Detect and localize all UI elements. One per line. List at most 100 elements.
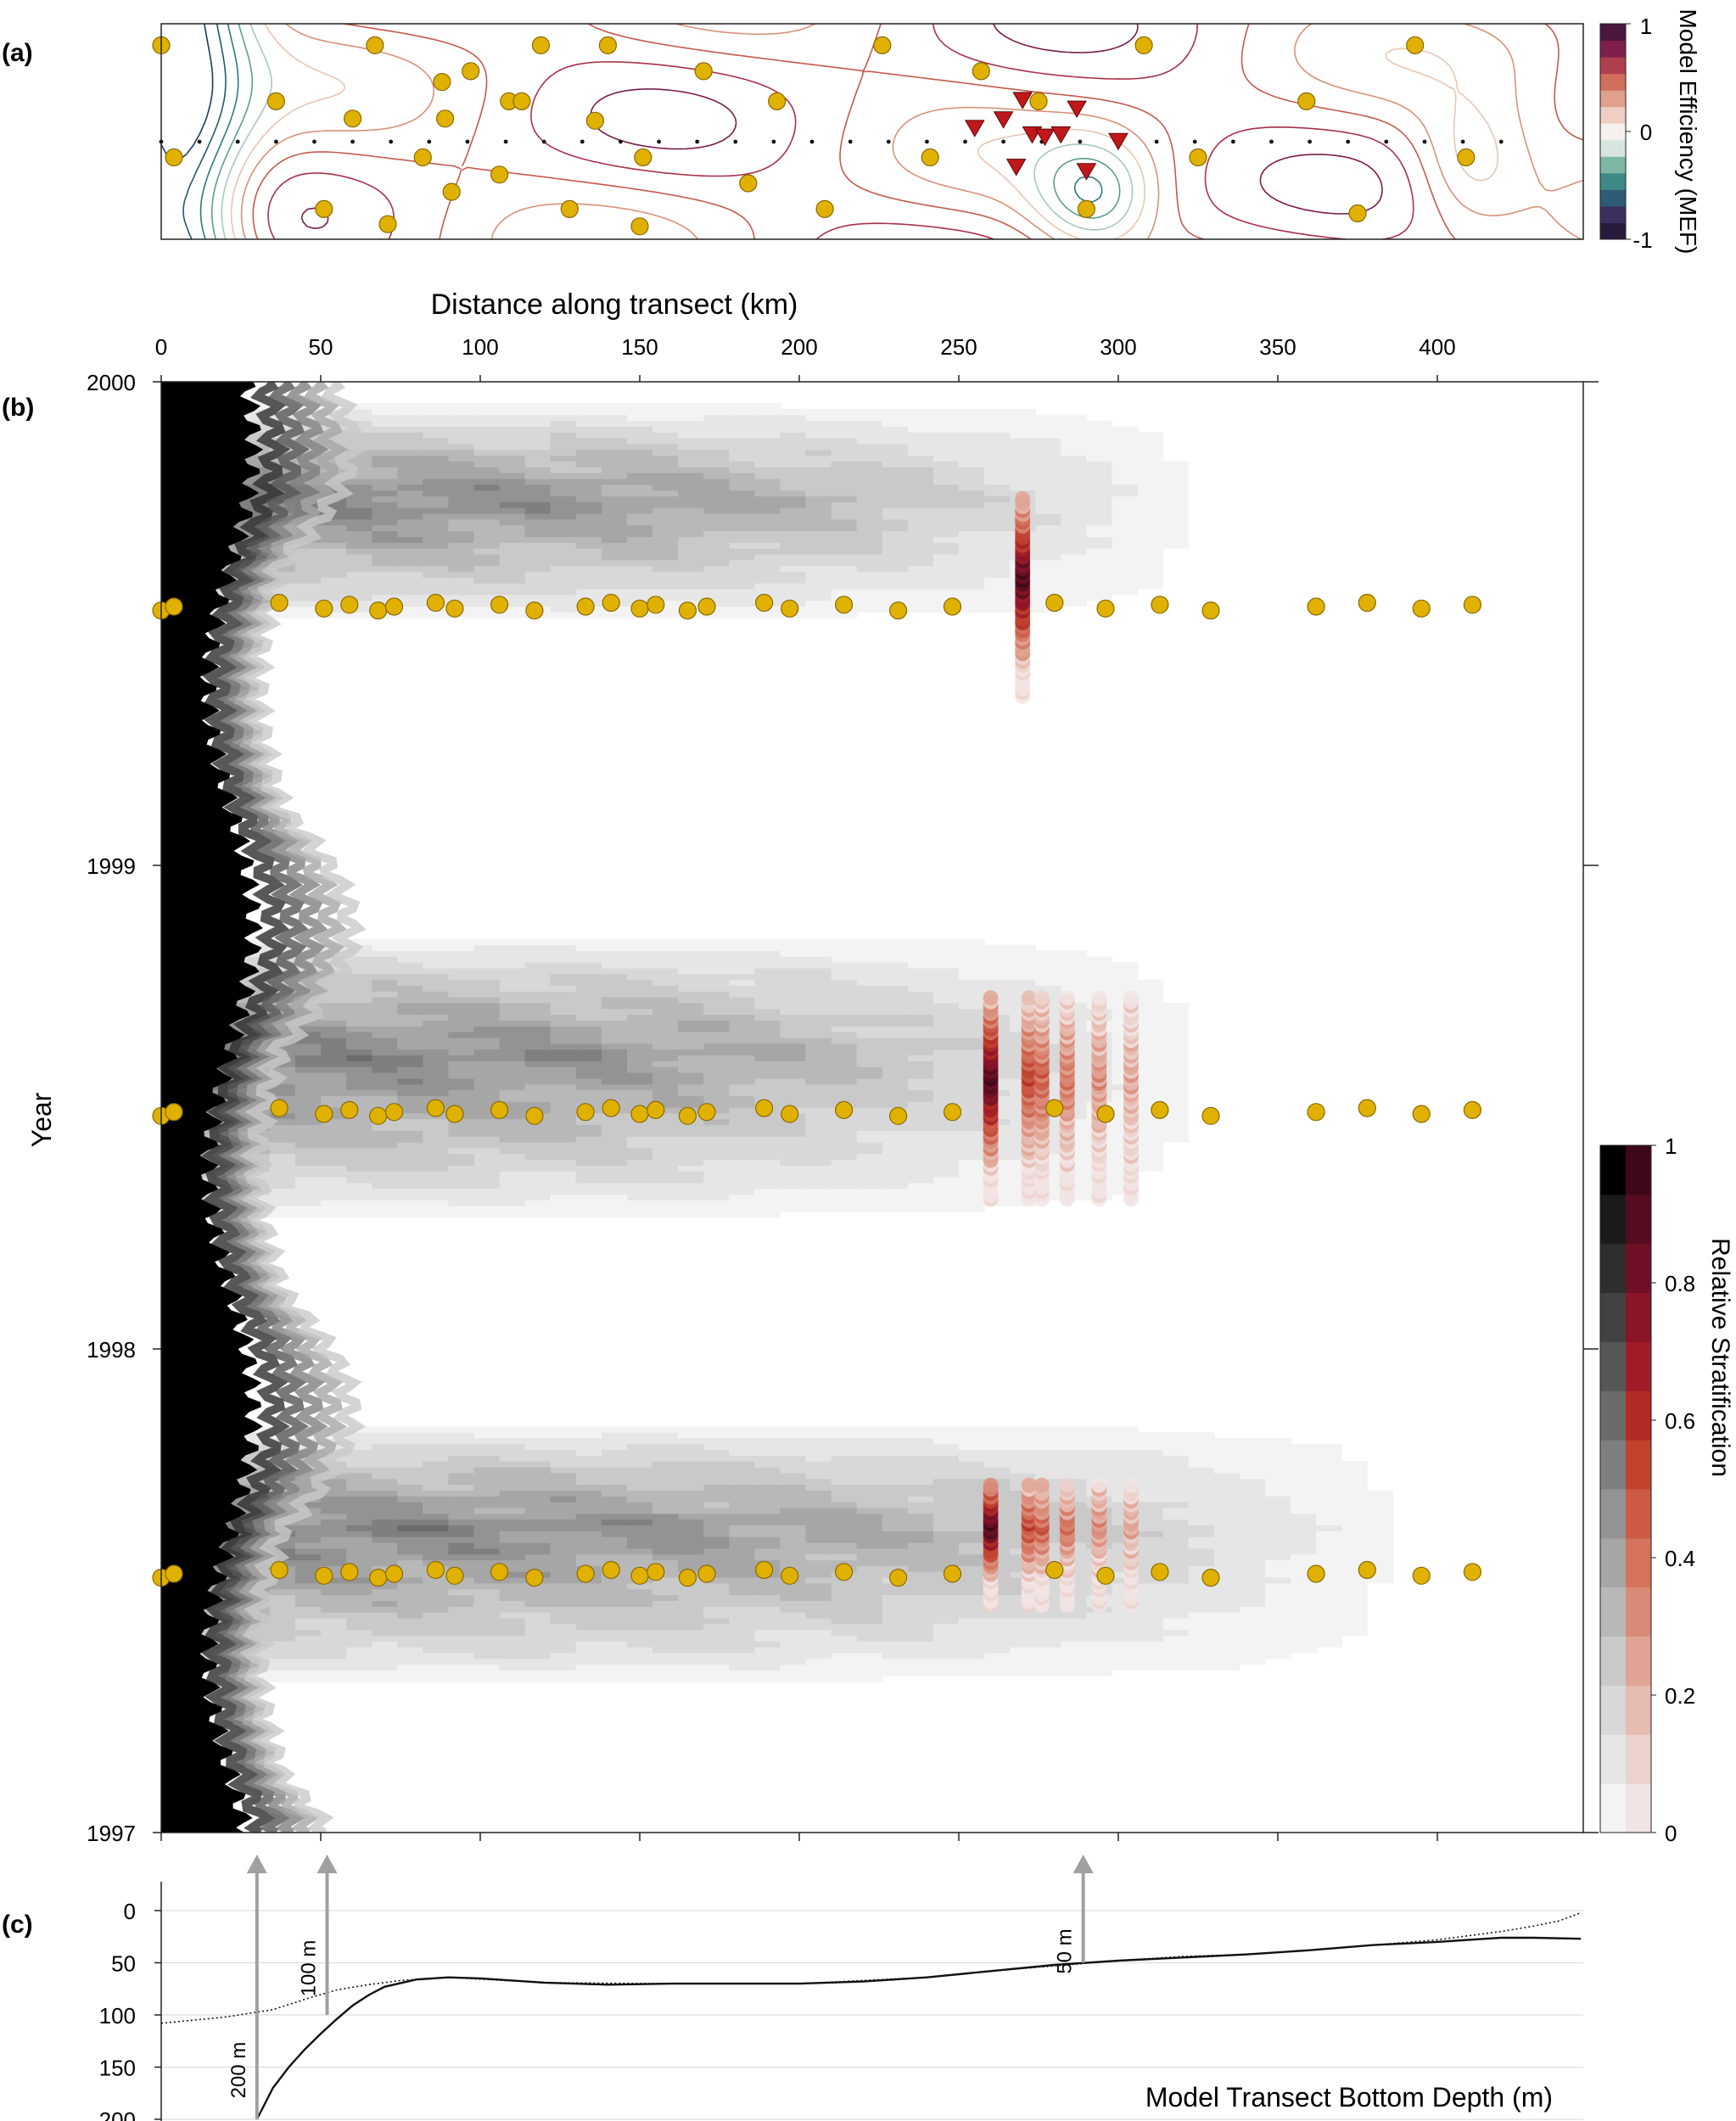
field-cell bbox=[397, 1635, 423, 1642]
field-cell bbox=[703, 1206, 730, 1212]
field-cell bbox=[984, 1437, 1011, 1445]
field-cell bbox=[1086, 559, 1113, 567]
field-cell bbox=[882, 1037, 909, 1044]
field-cell bbox=[550, 467, 577, 473]
field-cell bbox=[678, 1200, 704, 1206]
field-cell bbox=[473, 950, 501, 957]
field-cell bbox=[627, 1670, 653, 1676]
station-marker bbox=[512, 92, 531, 111]
field-cell bbox=[805, 548, 832, 555]
field-cell bbox=[678, 938, 704, 945]
field-cell bbox=[882, 1467, 909, 1474]
field-cell bbox=[575, 612, 602, 618]
field-cell bbox=[856, 1594, 883, 1601]
field-cell bbox=[1035, 979, 1061, 986]
field-cell bbox=[882, 542, 909, 549]
field-cell bbox=[372, 1449, 398, 1456]
field-cell bbox=[423, 1542, 449, 1549]
field-cell bbox=[269, 1582, 296, 1590]
field-cell bbox=[907, 1525, 934, 1531]
field-cell bbox=[932, 1194, 960, 1200]
field-cell bbox=[907, 1513, 934, 1520]
field-cell bbox=[627, 1612, 653, 1619]
field-cell bbox=[627, 1508, 653, 1514]
field-cell bbox=[346, 484, 372, 491]
field-cell bbox=[959, 1032, 985, 1038]
field-cell bbox=[473, 1653, 501, 1659]
field-cell bbox=[1137, 1467, 1164, 1474]
field-cell bbox=[1316, 1559, 1342, 1566]
field-cell bbox=[1086, 1653, 1113, 1659]
field-cell bbox=[524, 1582, 552, 1590]
field-cell bbox=[601, 1136, 628, 1143]
field-cell bbox=[678, 583, 704, 590]
field-cell bbox=[473, 1612, 501, 1619]
field-cell bbox=[1239, 1531, 1266, 1537]
field-cell bbox=[932, 495, 960, 502]
field-cell bbox=[397, 1455, 423, 1462]
field-cell bbox=[1265, 1612, 1291, 1619]
field-cell bbox=[1265, 1606, 1291, 1613]
field-cell bbox=[1188, 1502, 1215, 1508]
field-cell bbox=[346, 513, 372, 520]
field-cell bbox=[1112, 577, 1139, 584]
field-cell bbox=[959, 1037, 985, 1044]
field-cell bbox=[907, 1182, 934, 1189]
field-cell bbox=[1035, 518, 1061, 526]
field-cell bbox=[1112, 1467, 1139, 1474]
field-cell bbox=[1086, 1647, 1113, 1654]
field-cell bbox=[831, 1002, 858, 1010]
field-cell bbox=[499, 1658, 526, 1665]
field-cell bbox=[907, 577, 934, 584]
mooring-markers bbox=[964, 92, 1128, 181]
field-cell bbox=[627, 1606, 653, 1613]
field-cell bbox=[805, 1107, 832, 1114]
field-cell bbox=[397, 600, 423, 607]
field-cell bbox=[1213, 1553, 1240, 1561]
field-cell bbox=[1061, 577, 1087, 584]
field-cell bbox=[550, 1559, 577, 1566]
field-cell bbox=[423, 1206, 449, 1212]
field-cell bbox=[831, 571, 858, 578]
field-cell bbox=[1162, 1472, 1190, 1480]
field-cell bbox=[932, 565, 960, 572]
field-cell bbox=[1086, 967, 1113, 975]
field-cell bbox=[932, 455, 960, 462]
field-cell bbox=[499, 571, 526, 578]
field-cell bbox=[499, 1200, 526, 1206]
field-cell bbox=[524, 1002, 552, 1010]
field-cell bbox=[780, 1147, 807, 1155]
field-cell bbox=[856, 1055, 883, 1061]
field-cell bbox=[882, 956, 909, 963]
field-cell bbox=[499, 1617, 526, 1625]
field-cell bbox=[601, 1095, 628, 1102]
field-cell bbox=[1010, 1641, 1036, 1648]
field-cell bbox=[703, 606, 730, 613]
field-cell bbox=[907, 1089, 934, 1096]
field-cell bbox=[1137, 1513, 1164, 1520]
field-cell bbox=[1213, 1508, 1240, 1514]
field-cell bbox=[652, 583, 679, 590]
field-cell bbox=[754, 1600, 781, 1607]
field-cell bbox=[1316, 1635, 1342, 1642]
field-cell bbox=[780, 490, 807, 497]
field-cell bbox=[423, 1531, 449, 1537]
field-cell bbox=[448, 1043, 475, 1050]
field-cell bbox=[550, 1095, 577, 1102]
field-cell bbox=[346, 1118, 372, 1126]
field-cell bbox=[627, 1467, 653, 1474]
field-cell bbox=[1367, 1542, 1393, 1549]
field-cell bbox=[678, 1553, 704, 1561]
field-cell bbox=[1367, 1577, 1393, 1584]
field-cell bbox=[882, 1449, 909, 1456]
field-cell bbox=[1137, 484, 1164, 491]
field-cell bbox=[1341, 1565, 1368, 1572]
field-cell bbox=[932, 1037, 960, 1044]
field-cell bbox=[678, 1443, 704, 1451]
field-cell bbox=[703, 1032, 730, 1038]
field-cell bbox=[1341, 1588, 1368, 1596]
field-cell bbox=[932, 1089, 960, 1096]
field-cell bbox=[1086, 985, 1113, 992]
field-cell bbox=[932, 571, 960, 578]
field-cell bbox=[907, 1617, 934, 1625]
